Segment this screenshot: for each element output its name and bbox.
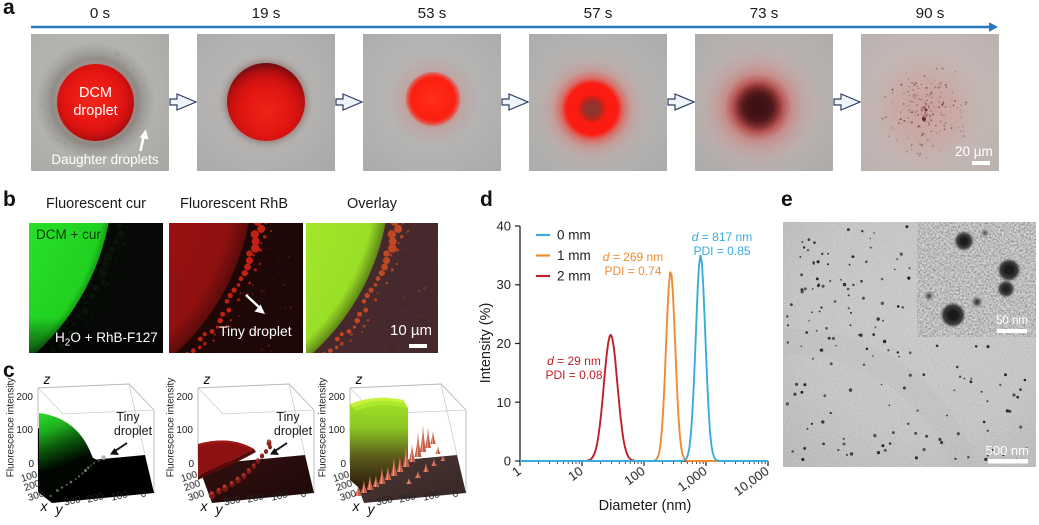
svg-text:100: 100 bbox=[332, 469, 352, 485]
svg-text:PDI = 0.85: PDI = 0.85 bbox=[693, 244, 750, 258]
svg-text:200: 200 bbox=[328, 392, 345, 403]
svg-text:Tiny: Tiny bbox=[116, 410, 140, 424]
svg-text:300: 300 bbox=[375, 494, 394, 508]
svg-text:200: 200 bbox=[335, 478, 355, 494]
svg-text:20: 20 bbox=[497, 336, 511, 351]
svg-text:0: 0 bbox=[28, 459, 34, 470]
svg-text:Diameter (nm): Diameter (nm) bbox=[599, 498, 692, 514]
svg-text:100: 100 bbox=[422, 489, 441, 503]
svg-text:y: y bbox=[55, 501, 64, 517]
svg-text:1,000: 1,000 bbox=[675, 463, 710, 494]
svg-text:x: x bbox=[352, 498, 361, 514]
svg-text:d = 269 nm: d = 269 nm bbox=[603, 250, 663, 264]
svg-text:x: x bbox=[40, 498, 49, 514]
svg-text:100: 100 bbox=[16, 425, 33, 436]
svg-text:2 mm: 2 mm bbox=[557, 269, 591, 284]
svg-text:z: z bbox=[203, 371, 211, 387]
svg-text:1 mm: 1 mm bbox=[557, 248, 591, 263]
svg-text:300: 300 bbox=[63, 494, 82, 508]
svg-text:PDI = 0.74: PDI = 0.74 bbox=[604, 264, 661, 278]
svg-text:100: 100 bbox=[110, 489, 129, 503]
svg-text:40: 40 bbox=[497, 219, 511, 234]
svg-text:1: 1 bbox=[509, 463, 524, 479]
svg-text:100: 100 bbox=[176, 425, 193, 436]
svg-text:200: 200 bbox=[176, 392, 193, 403]
svg-text:Intensity (%): Intensity (%) bbox=[478, 303, 494, 384]
svg-text:200: 200 bbox=[16, 392, 33, 403]
svg-text:300: 300 bbox=[339, 488, 359, 504]
svg-text:d = 817 nm: d = 817 nm bbox=[692, 230, 752, 244]
svg-text:0: 0 bbox=[300, 489, 308, 501]
svg-text:100: 100 bbox=[180, 469, 200, 485]
svg-text:10,000: 10,000 bbox=[731, 463, 772, 499]
svg-text:200: 200 bbox=[86, 491, 105, 505]
svg-text:droplet: droplet bbox=[274, 424, 313, 438]
svg-text:100: 100 bbox=[621, 463, 647, 488]
svg-text:30: 30 bbox=[497, 277, 511, 292]
svg-text:100: 100 bbox=[20, 469, 40, 485]
svg-text:10: 10 bbox=[565, 463, 586, 484]
svg-text:300: 300 bbox=[187, 488, 207, 504]
svg-text:200: 200 bbox=[183, 478, 203, 494]
svg-text:500 nm: 500 nm bbox=[986, 443, 1029, 458]
svg-text:0: 0 bbox=[452, 489, 460, 501]
svg-text:y: y bbox=[215, 501, 224, 517]
svg-text:z: z bbox=[355, 371, 363, 387]
svg-text:PDI = 0.08: PDI = 0.08 bbox=[545, 368, 602, 382]
svg-text:200: 200 bbox=[246, 491, 265, 505]
svg-text:z: z bbox=[43, 371, 51, 387]
svg-text:100: 100 bbox=[270, 489, 289, 503]
svg-text:x: x bbox=[200, 498, 209, 514]
svg-text:0: 0 bbox=[140, 489, 148, 501]
svg-text:10: 10 bbox=[497, 395, 511, 410]
svg-text:100: 100 bbox=[328, 425, 345, 436]
svg-text:50 nm: 50 nm bbox=[996, 315, 1028, 327]
svg-text:0: 0 bbox=[504, 454, 511, 469]
svg-text:200: 200 bbox=[398, 491, 417, 505]
svg-text:Tiny: Tiny bbox=[276, 410, 300, 424]
svg-text:0: 0 bbox=[340, 459, 346, 470]
svg-text:d = 29 nm: d = 29 nm bbox=[547, 354, 601, 368]
svg-text:200: 200 bbox=[23, 478, 43, 494]
svg-text:droplet: droplet bbox=[114, 424, 153, 438]
svg-text:300: 300 bbox=[27, 488, 47, 504]
svg-text:y: y bbox=[367, 501, 376, 517]
svg-text:0 mm: 0 mm bbox=[557, 228, 591, 243]
svg-text:300: 300 bbox=[223, 494, 242, 508]
svg-text:0: 0 bbox=[188, 459, 194, 470]
